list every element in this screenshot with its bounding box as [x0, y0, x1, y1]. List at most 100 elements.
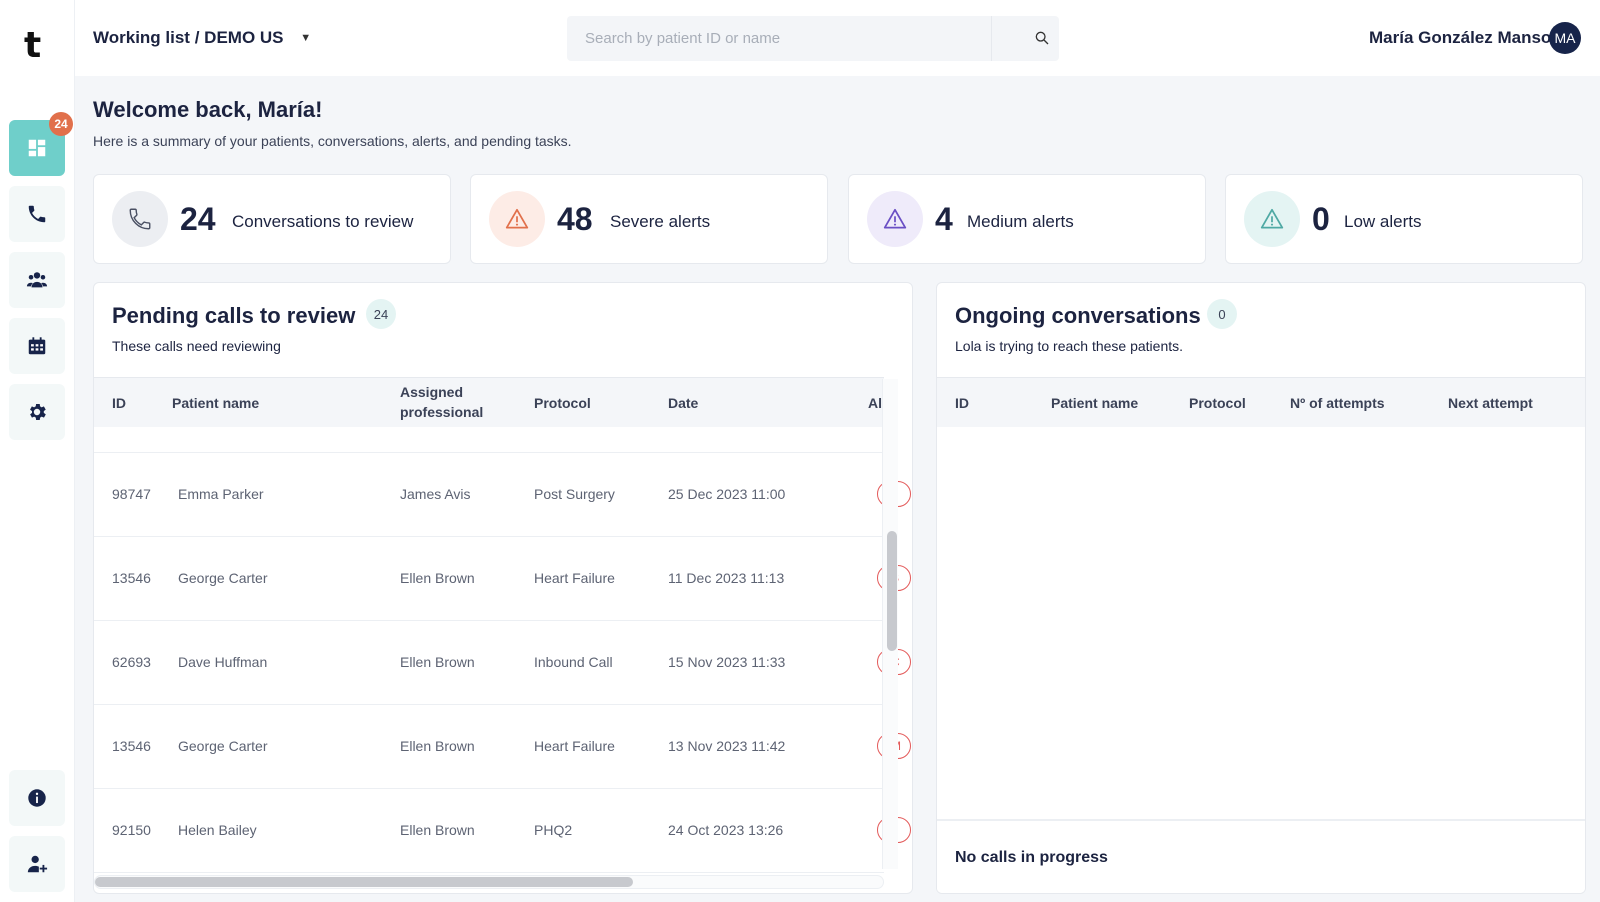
phone-icon [129, 208, 151, 230]
working-list-label: Working list [93, 28, 190, 47]
table-row[interactable]: 98747 Emma Parker James Avis Post Surger… [94, 453, 911, 537]
cell-date: 25 Dec 2023 11:00 [668, 486, 786, 502]
column-header-next-attempt[interactable]: Next attempt [1448, 395, 1533, 411]
column-header-patient-name[interactable]: Patient name [1051, 395, 1139, 411]
calendar-icon [28, 337, 46, 355]
card-count: 4 [935, 201, 953, 237]
table-row[interactable]: 13546 George Carter Ellen Brown Heart Fa… [94, 705, 911, 789]
cell-patient-name: Helen Bailey [178, 822, 257, 838]
gear-icon [30, 404, 46, 420]
table-row[interactable]: 92150 Helen Bailey Ellen Brown PHQ2 24 O… [94, 789, 911, 873]
table-header: ID Patient name Assigned professional Pr… [94, 377, 895, 427]
sidebar-item-info[interactable] [9, 770, 65, 826]
ongoing-conversations-panel: Ongoing conversations 0 Lola is trying t… [936, 282, 1586, 894]
cell-id: 13546 [112, 738, 151, 754]
column-header-professional[interactable]: professional [400, 404, 484, 420]
count-badge: 0 [1207, 299, 1237, 329]
cell-professional: Ellen Brown [400, 570, 475, 586]
cell-id: 13546 [112, 570, 151, 586]
empty-state-text: No calls in progress [955, 849, 1108, 866]
summary-card-medium-alerts[interactable]: 4 Medium alerts [848, 174, 1206, 264]
add-user-icon [27, 855, 48, 873]
cell-protocol: Post Surgery [534, 486, 615, 502]
cell-date: 15 Nov 2023 11:33 [668, 654, 786, 670]
table-header: ID Patient name Protocol Nº of attempts … [937, 377, 1585, 427]
cell-protocol: Inbound Call [534, 654, 613, 670]
page-subtitle: Here is a summary of your patients, conv… [93, 133, 572, 149]
column-header-protocol[interactable]: Protocol [534, 395, 591, 411]
panel-title: Ongoing conversations [955, 303, 1201, 328]
column-header-attempts[interactable]: Nº of attempts [1290, 395, 1385, 411]
cell-patient-name: Dave Huffman [178, 654, 268, 670]
card-label: Medium alerts [967, 212, 1074, 231]
notification-badge: 24 [49, 112, 73, 136]
cell-professional: James Avis [400, 486, 471, 502]
table-row[interactable]: 62693 Dave Huffman Ellen Brown Inbound C… [94, 621, 911, 705]
panel-footer: No calls in progress [937, 819, 1585, 893]
dashboard-icon [28, 139, 46, 157]
card-count: 0 [1312, 201, 1330, 237]
cell-date: 13 Nov 2023 11:42 [668, 738, 786, 754]
card-icon-circle [1244, 191, 1300, 247]
summary-card-conversations[interactable]: 24 Conversations to review [93, 174, 451, 264]
card-label: Low alerts [1344, 212, 1422, 231]
info-icon [28, 789, 46, 807]
panel-subtitle: These calls need reviewing [112, 338, 281, 354]
card-icon-circle [489, 191, 545, 247]
table-row[interactable]: 13546 George Carter Ellen Brown Heart Fa… [94, 537, 911, 621]
column-header-protocol[interactable]: Protocol [1189, 395, 1246, 411]
sidebar-item-calendar[interactable] [9, 318, 65, 374]
cell-professional: Ellen Brown [400, 822, 475, 838]
horizontal-scrollbar[interactable] [94, 875, 884, 889]
cell-professional: Ellen Brown [400, 654, 475, 670]
column-header-id[interactable]: ID [112, 395, 126, 411]
user-name[interactable]: María González Manso [1369, 28, 1552, 47]
cell-id: 98747 [112, 486, 151, 502]
card-count: 48 [557, 201, 593, 237]
working-list-name: / DEMO US [194, 28, 284, 47]
sidebar-item-calls[interactable] [9, 186, 65, 242]
card-count: 24 [180, 201, 216, 237]
search-input[interactable]: Search by patient ID or name [567, 16, 1059, 61]
sidebar-item-patients[interactable] [9, 252, 65, 308]
cell-date: 24 Oct 2023 13:26 [668, 822, 784, 838]
working-list-selector[interactable]: Working list / DEMO US ▼ [93, 28, 311, 48]
cell-patient-name: George Carter [178, 738, 268, 754]
vertical-scrollbar[interactable] [882, 379, 898, 869]
summary-card-severe-alerts[interactable]: 48 Severe alerts [470, 174, 828, 264]
warning-icon [883, 208, 907, 229]
card-label: Severe alerts [610, 212, 711, 231]
cell-patient-name: George Carter [178, 570, 268, 586]
app-logo[interactable]: t [24, 25, 42, 66]
sidebar-item-dashboard[interactable]: 24 [9, 112, 73, 176]
count-badge: 24 [366, 299, 396, 329]
summary-card-low-alerts[interactable]: 0 Low alerts [1225, 174, 1583, 264]
search-divider [991, 16, 992, 61]
vertical-scrollbar-thumb[interactable] [887, 531, 897, 651]
cell-protocol: PHQ2 [534, 822, 573, 838]
column-header-id[interactable]: ID [955, 395, 969, 411]
column-header-date[interactable]: Date [668, 395, 699, 411]
search-placeholder: Search by patient ID or name [585, 30, 781, 47]
search-icon[interactable] [1034, 30, 1050, 46]
avatar[interactable]: MA [1549, 22, 1581, 54]
panel-subtitle: Lola is trying to reach these patients. [955, 338, 1184, 354]
horizontal-scrollbar-thumb[interactable] [95, 877, 633, 887]
chevron-down-icon: ▼ [300, 32, 312, 44]
table-row-partial [94, 427, 884, 453]
patients-icon [26, 272, 48, 288]
sidebar-item-add-user[interactable] [9, 836, 65, 892]
sidebar: t 24 [0, 0, 75, 902]
card-icon-circle [112, 191, 168, 247]
panel-title: Pending calls to review [112, 303, 356, 328]
card-icon-circle [867, 191, 923, 247]
cell-protocol: Heart Failure [534, 570, 615, 586]
cell-id: 92150 [112, 822, 151, 838]
warning-icon [505, 208, 529, 229]
card-label: Conversations to review [232, 212, 414, 231]
cell-professional: Ellen Brown [400, 738, 475, 754]
sidebar-item-settings[interactable] [9, 384, 65, 440]
page-title: Welcome back, María! [93, 97, 323, 122]
column-header-patient-name[interactable]: Patient name [172, 395, 260, 411]
column-header-assigned[interactable]: Assigned [400, 384, 464, 400]
